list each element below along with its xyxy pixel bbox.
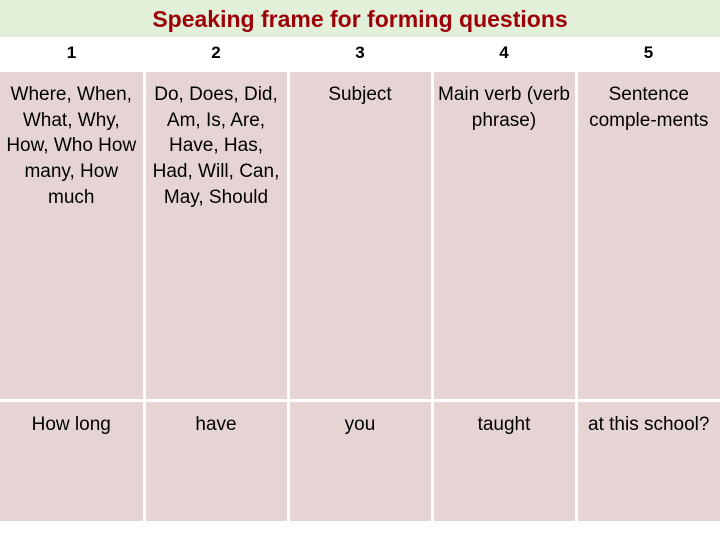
cell-r2-c3: you [288,401,432,521]
speaking-frame-table: 1 2 3 4 5 Where, When, What, Why, How, W… [0,37,720,521]
col-header-2: 2 [144,37,288,71]
table-row: How long have you taught at this school? [0,401,720,521]
page-title: Speaking frame for forming questions [0,6,720,33]
cell-r1-c4: Main verb (verb phrase) [432,71,576,401]
table-row: Where, When, What, Why, How, Who How man… [0,71,720,401]
col-header-1: 1 [0,37,144,71]
cell-r2-c2: have [144,401,288,521]
cell-r1-c2: Do, Does, Did, Am, Is, Are, Have, Has, H… [144,71,288,401]
cell-r1-c5: Sentence comple-ments [576,71,720,401]
cell-r1-c3: Subject [288,71,432,401]
table-header-row: 1 2 3 4 5 [0,37,720,71]
col-header-5: 5 [576,37,720,71]
col-header-3: 3 [288,37,432,71]
title-bar: Speaking frame for forming questions [0,0,720,37]
col-header-4: 4 [432,37,576,71]
cell-r1-c1: Where, When, What, Why, How, Who How man… [0,71,144,401]
cell-r2-c5: at this school? [576,401,720,521]
cell-r2-c1: How long [0,401,144,521]
cell-r2-c4: taught [432,401,576,521]
